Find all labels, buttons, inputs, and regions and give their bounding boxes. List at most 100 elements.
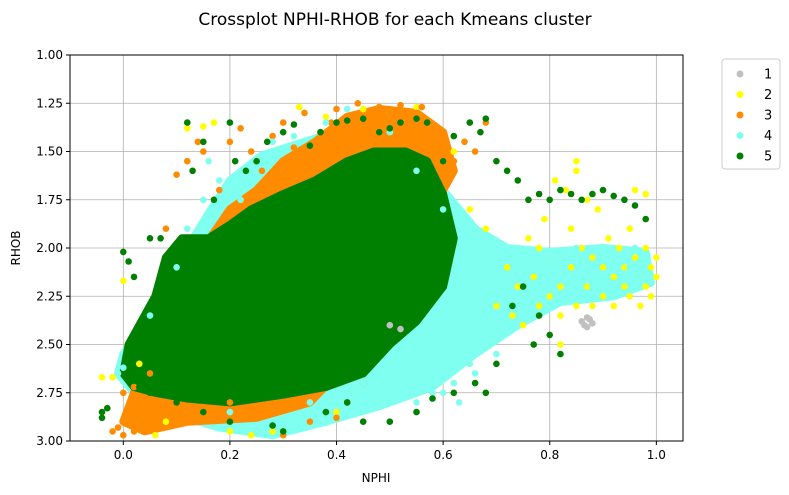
cluster-5-point bbox=[98, 408, 106, 416]
cluster-4-point bbox=[413, 350, 420, 358]
cluster-3-point bbox=[429, 148, 436, 155]
cluster-2-point bbox=[626, 225, 633, 232]
cluster-5-point bbox=[530, 341, 537, 348]
cluster-5-point bbox=[567, 190, 575, 198]
cluster-5-point bbox=[589, 190, 596, 198]
cluster-4-point bbox=[493, 350, 500, 358]
cluster-2-point bbox=[162, 418, 170, 426]
cluster-4-point bbox=[114, 370, 122, 377]
cluster-4-point bbox=[573, 273, 580, 281]
cluster-2-point bbox=[514, 283, 522, 290]
cluster-2-point bbox=[583, 196, 591, 204]
cluster-2-point bbox=[557, 312, 564, 319]
cluster-3-point bbox=[354, 100, 362, 107]
cluster-5-point bbox=[514, 177, 522, 184]
cluster-2-point bbox=[567, 225, 575, 232]
cluster-4-point bbox=[343, 105, 351, 113]
cluster-3-point bbox=[136, 426, 143, 433]
cluster-5-point bbox=[439, 157, 447, 165]
y-tick-label: 1.00 bbox=[36, 48, 63, 62]
cluster-5-point bbox=[279, 428, 287, 435]
cluster-2-point bbox=[567, 264, 575, 271]
cluster-3-point bbox=[375, 103, 383, 111]
cluster-2-point bbox=[295, 103, 303, 111]
cluster-3-point bbox=[333, 414, 340, 422]
legend-marker bbox=[736, 132, 744, 139]
cluster-4-point bbox=[482, 302, 490, 310]
cluster-4-point bbox=[306, 399, 314, 406]
cluster-5-point bbox=[343, 399, 351, 406]
cluster-2-point bbox=[605, 235, 612, 242]
cluster-4-point bbox=[583, 264, 591, 271]
cluster-3-point bbox=[327, 119, 335, 126]
cluster-5-point bbox=[263, 138, 271, 146]
cluster-2-point bbox=[589, 254, 596, 261]
cluster-2-point bbox=[200, 123, 207, 130]
cluster-3-point bbox=[226, 138, 234, 146]
cluster-4-point bbox=[370, 389, 378, 397]
cluster-5-point bbox=[359, 418, 367, 426]
cluster-5-point bbox=[450, 389, 458, 397]
cluster-4-point bbox=[535, 293, 543, 300]
cluster-2-point bbox=[583, 283, 591, 290]
cluster-5-point bbox=[98, 414, 106, 422]
cluster-5-point bbox=[375, 128, 383, 136]
cluster-4-point bbox=[615, 254, 623, 261]
cluster-2-point bbox=[120, 277, 127, 285]
cluster-4-point bbox=[173, 264, 180, 271]
cluster-4-point bbox=[146, 312, 154, 319]
cluster-5-point bbox=[471, 379, 479, 387]
legend: 1 2 3 4 5 bbox=[721, 58, 781, 170]
cluster-5-point bbox=[269, 422, 276, 429]
cluster-2-point bbox=[610, 273, 617, 281]
cluster-5-point bbox=[226, 418, 234, 426]
cluster-2-point bbox=[247, 431, 255, 439]
cluster-5-point bbox=[231, 157, 239, 165]
cluster-1-point bbox=[386, 321, 394, 329]
cluster-2-point bbox=[482, 225, 490, 232]
cluster-1-point bbox=[583, 323, 591, 331]
cluster-2-point bbox=[642, 283, 649, 290]
cluster-2-point bbox=[493, 302, 500, 310]
cluster-2-point bbox=[530, 273, 537, 281]
cluster-5-point bbox=[578, 196, 585, 204]
cluster-5-point bbox=[493, 360, 500, 368]
cluster-4-point bbox=[637, 273, 644, 281]
cluster-4-point bbox=[626, 264, 633, 271]
cluster-4-point bbox=[429, 389, 436, 397]
cluster-4-point bbox=[184, 225, 191, 232]
cluster-3-point bbox=[279, 119, 287, 126]
cluster-2-point bbox=[333, 408, 340, 416]
y-tick-label: 1.75 bbox=[36, 193, 63, 207]
cluster-4-point bbox=[120, 364, 127, 372]
cluster-3-point bbox=[109, 428, 116, 435]
cluster-5-point bbox=[546, 196, 553, 204]
cluster-2-point bbox=[519, 321, 527, 329]
cluster-3-point bbox=[450, 157, 458, 165]
legend-label: 3 bbox=[764, 109, 772, 124]
cluster-3-point bbox=[269, 132, 276, 140]
cluster-2-point bbox=[152, 431, 159, 439]
cluster-5-point bbox=[466, 119, 474, 126]
legend-label: 2 bbox=[764, 88, 772, 103]
y-tick-label: 2.00 bbox=[36, 241, 63, 255]
cluster-5-point bbox=[200, 138, 207, 146]
cluster-3-point bbox=[216, 186, 223, 194]
cluster-3-point bbox=[130, 428, 138, 435]
cluster-5-point bbox=[306, 142, 314, 149]
cluster-2-point bbox=[578, 244, 585, 252]
cluster-4-point bbox=[413, 167, 420, 175]
cluster-2-point bbox=[184, 125, 191, 132]
cluster-4-point bbox=[471, 370, 479, 377]
legend-label: 4 bbox=[764, 129, 772, 144]
cluster-4-point bbox=[226, 408, 234, 416]
cluster-5-point bbox=[279, 128, 287, 136]
cluster-5-point bbox=[535, 312, 543, 319]
cluster-3-point bbox=[146, 370, 154, 377]
y-tick-label: 2.75 bbox=[36, 386, 63, 400]
x-tick-label: 0.2 bbox=[220, 448, 239, 462]
cluster-4-point bbox=[509, 321, 516, 329]
x-tick-label: 0.8 bbox=[540, 448, 559, 462]
cluster-3-point bbox=[418, 103, 426, 111]
